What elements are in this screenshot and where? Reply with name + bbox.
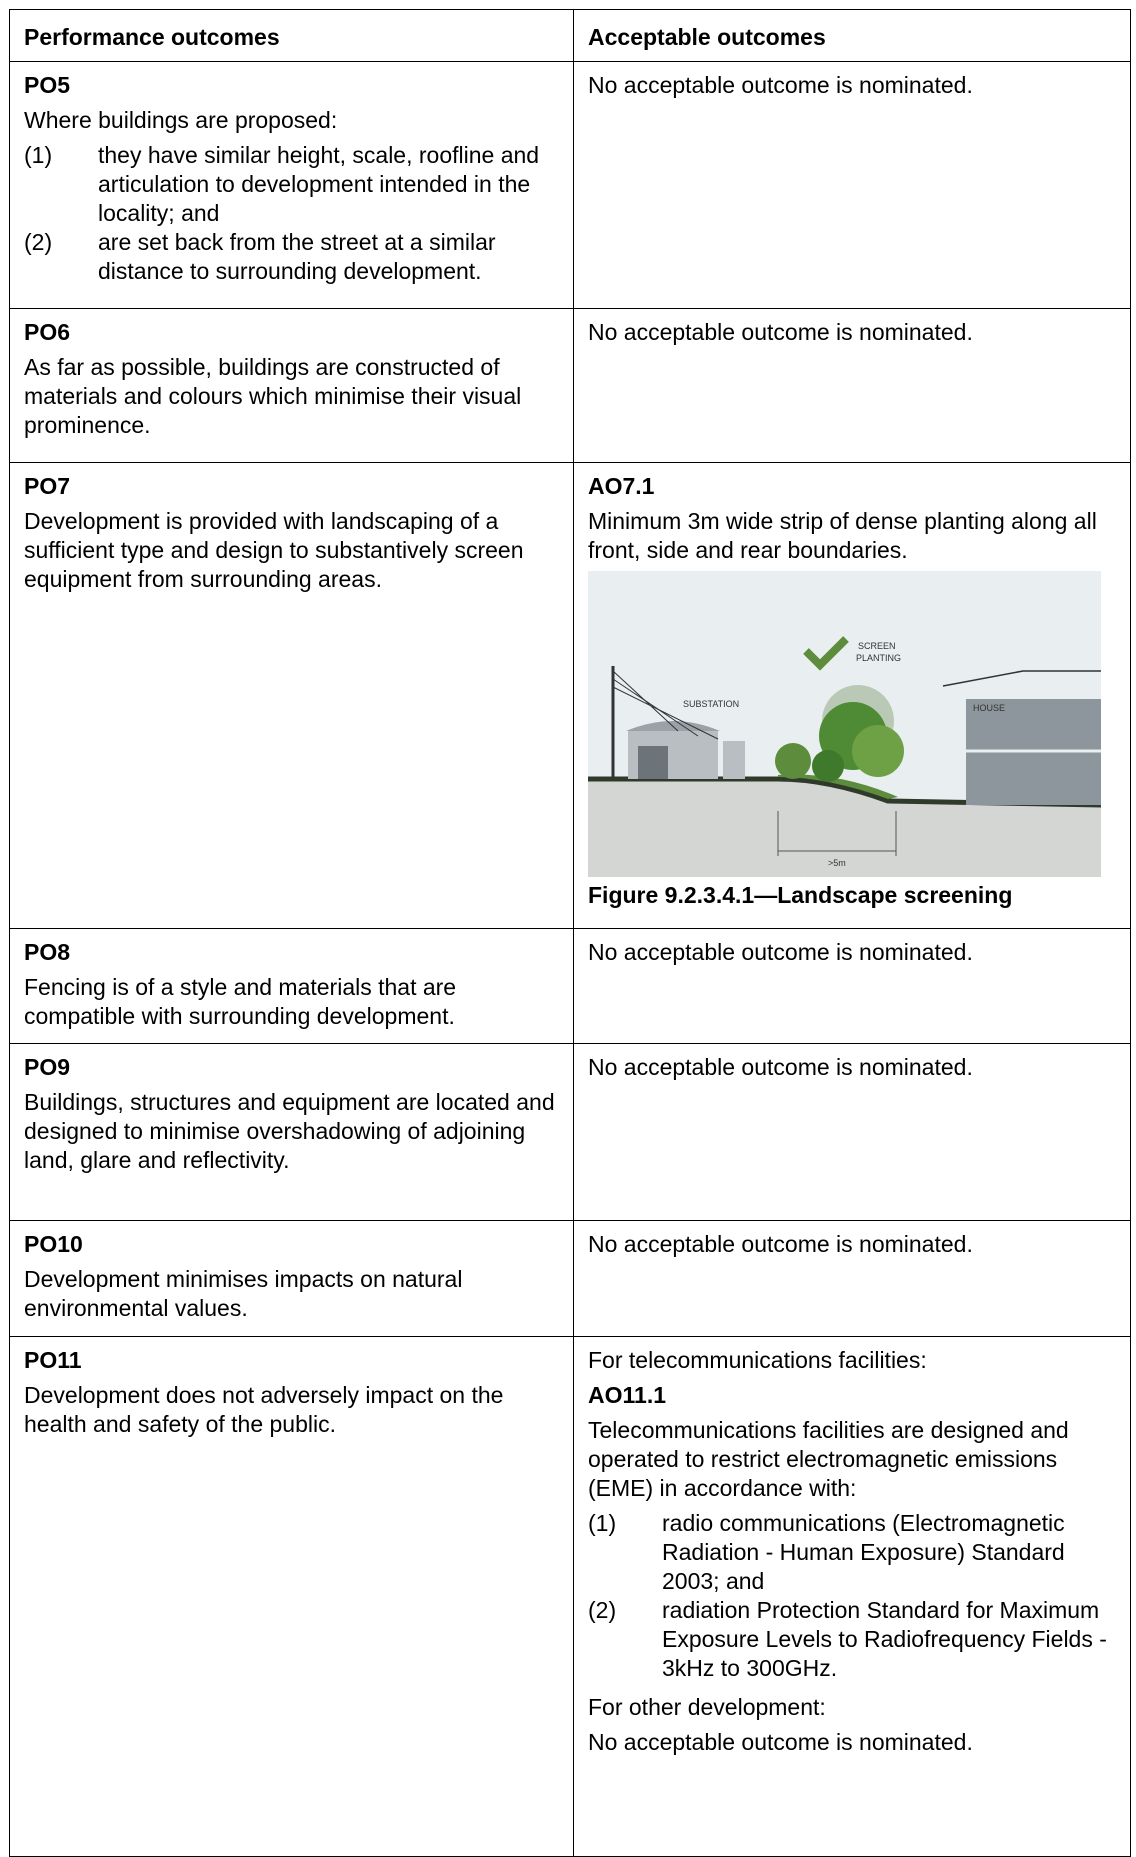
acceptable-cell: For telecommunications facilities: AO11.1… [573,1336,1131,1857]
list-item: (2) are set back from the street at a sim… [24,228,559,286]
table-row: PO11 Development does not adversely impac… [9,1336,1131,1857]
outcome-code: PO9 [24,1054,71,1080]
outcome-code: PO8 [24,939,71,965]
outcome-code: PO7 [24,473,71,499]
table-row: PO8 Fencing is of a style and materials t… [9,928,1131,1044]
paragraph: As far as possible, buildings are constr… [24,354,522,438]
paragraph: Where buildings are proposed: [24,107,338,133]
table-row: PO9 Buildings, structures and equipment a… [9,1043,1131,1221]
item-text: radio communications (Electromagnetic Ra… [662,1510,1065,1594]
acceptable-cell: No acceptable outcome is nominated. [573,1043,1131,1221]
outcomes-table: Performance outcomes Acceptable outcomes… [9,9,1131,1857]
substation-door [638,746,668,779]
item-text: are set back from the street at a simila… [98,229,496,284]
item-number: (1) [24,142,53,168]
performance-cell: PO5 Where buildings are proposed: (1) they … [9,61,574,309]
item-number: (2) [588,1597,617,1623]
item-number: (1) [588,1510,617,1536]
outcome-code: PO11 [24,1347,82,1373]
header-row: Performance outcomes Acceptable outcomes [9,9,1131,62]
performance-cell: PO9 Buildings, structures and equipment a… [9,1043,574,1221]
figure-caption: Figure 9.2.3.4.1—Landscape screening [588,882,1013,908]
paragraph: No acceptable outcome is nominated. [588,319,973,345]
paragraph: Development does not adversely impact on… [24,1382,504,1437]
figure-label: SUBSTATION [683,699,739,709]
acceptable-cell: No acceptable outcome is nominated. [573,308,1131,463]
substation-side [723,741,745,779]
figure-label: PLANTING [856,653,901,663]
paragraph: For telecommunications facilities: [588,1347,927,1373]
paragraph: For other development: [588,1694,826,1720]
list-item: (1) radio communications (Electromagnetic… [588,1509,1116,1596]
acceptable-cell: AO7.1 Minimum 3m wide strip of dense plan… [573,462,1131,929]
wire [612,686,719,740]
paragraph: No acceptable outcome is nominated. [588,72,973,98]
outcome-code: PO6 [24,319,71,345]
header-cell: Acceptable outcomes [573,9,1131,62]
acceptable-cell: No acceptable outcome is nominated. [573,928,1131,1044]
outcome-code: AO7.1 [588,473,655,499]
landscape-figure: SCREEN PLANTING SUBSTATION HOUSE >5m [588,571,1101,877]
item-number: (2) [24,229,53,255]
figure-label: HOUSE [973,703,1005,713]
numbered-list: (1) they have similar height, scale, roof… [24,141,559,286]
acceptable-cell: No acceptable outcome is nominated. [573,1220,1131,1337]
performance-cell: PO8 Fencing is of a style and materials t… [9,928,574,1044]
item-text: radiation Protection Standard for Maximu… [662,1597,1107,1681]
table-row: PO7 Development is provided with landscap… [9,462,1131,929]
header-cell: Performance outcomes [9,9,574,62]
tree [852,725,904,777]
paragraph: Development is provided with landscaping… [24,508,524,592]
acceptable-cell: No acceptable outcome is nominated. [573,61,1131,309]
paragraph: No acceptable outcome is nominated. [588,1054,973,1080]
outcome-code: PO10 [24,1231,83,1257]
numbered-list: (1) radio communications (Electromagnetic… [588,1509,1116,1683]
table-row: PO6 As far as possible, buildings are con… [9,308,1131,463]
tree [812,750,844,782]
outcome-code: AO11.1 [588,1382,666,1408]
house-roof [942,670,1101,687]
paragraph: No acceptable outcome is nominated. [588,939,973,965]
paragraph: Buildings, structures and equipment are … [24,1089,555,1173]
figure-label: >5m [828,858,846,868]
performance-cell: PO6 As far as possible, buildings are con… [9,308,574,463]
list-item: (2) radiation Protection Standard for Max… [588,1596,1116,1683]
table-row: PO5 Where buildings are proposed: (1) they … [9,61,1131,309]
ground-edge [588,776,1101,808]
paragraph: Minimum 3m wide strip of dense planting … [588,508,1097,563]
paragraph: No acceptable outcome is nominated. [588,1231,973,1257]
tree [775,743,811,779]
item-text: they have similar height, scale, rooflin… [98,142,540,226]
performance-cell: PO7 Development is provided with landscap… [9,462,574,929]
paragraph: Fencing is of a style and materials that… [24,974,457,1029]
check-mark [803,636,849,671]
performance-cell: PO10 Development minimises impacts on nat… [9,1220,574,1337]
performance-cell: PO11 Development does not adversely impac… [9,1336,574,1857]
table-row: PO10 Development minimises impacts on nat… [9,1220,1131,1337]
list-item: (1) they have similar height, scale, roof… [24,141,559,228]
paragraph: No acceptable outcome is nominated. [588,1729,973,1755]
figure-label: SCREEN [858,641,896,651]
outcome-code: PO5 [24,72,71,98]
paragraph: Telecommunications facilities are design… [588,1417,1069,1501]
paragraph: Development minimises impacts on natural… [24,1266,463,1321]
